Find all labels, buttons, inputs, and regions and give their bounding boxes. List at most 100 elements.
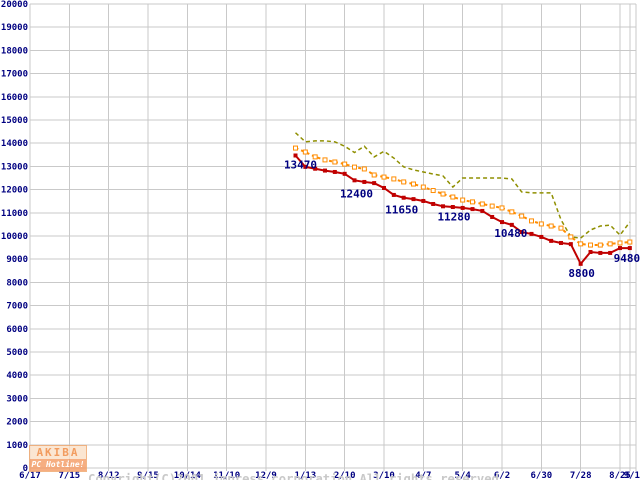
- data-point-marker: [430, 188, 436, 194]
- data-point-marker: [480, 208, 485, 213]
- y-tick-label: 18000: [1, 46, 28, 56]
- x-tick-label: 7/28: [570, 471, 592, 480]
- x-tick-label: 6/17: [19, 471, 41, 480]
- x-tick-label: 10/14: [174, 471, 202, 480]
- data-point-marker: [440, 191, 446, 197]
- data-point-marker: [411, 181, 416, 187]
- price-label: 11280: [437, 210, 470, 223]
- price-label: 13470: [284, 158, 317, 171]
- data-point-marker: [352, 178, 357, 183]
- x-tick-label: 12/9: [255, 471, 277, 480]
- y-tick-label: 14000: [1, 139, 28, 149]
- y-tick-label: 11000: [1, 209, 28, 219]
- y-tick-label: 10000: [1, 232, 28, 242]
- price-label: 10480: [494, 227, 527, 240]
- data-point-marker: [441, 204, 445, 209]
- data-point-marker: [293, 153, 298, 158]
- y-axis-labels: 0 1000 2000 3000 4000 5000 6000 7000 8000 9000 100…: [1, 0, 28, 474]
- y-tick-label: 3000: [6, 394, 28, 404]
- data-point-marker: [460, 205, 465, 210]
- y-tick-label: 6000: [6, 325, 28, 335]
- data-point-marker: [490, 214, 495, 219]
- data-point-marker: [450, 194, 456, 200]
- data-point-marker: [549, 238, 554, 243]
- y-tick-label: 12000: [1, 186, 28, 196]
- data-point-marker: [361, 166, 367, 172]
- x-tick-label: 3/10: [373, 471, 395, 480]
- data-point-marker: [322, 157, 328, 163]
- price-label: 11650: [385, 204, 418, 217]
- data-point-marker: [539, 234, 544, 239]
- x-tick-label: 2/10: [334, 471, 356, 480]
- x-tick-label: 9/15: [137, 471, 159, 480]
- x-tick-label: 11/10: [213, 471, 240, 480]
- data-point-marker: [312, 154, 318, 160]
- data-point-marker: [470, 207, 475, 212]
- x-tick-label: 8/25: [609, 471, 631, 480]
- akiba-logo: AKIBA PC Hotline!: [29, 445, 87, 472]
- data-point-marker: [313, 166, 318, 171]
- x-tick-label: 5/4: [455, 471, 472, 480]
- data-point-marker: [538, 221, 544, 227]
- data-point-marker: [588, 242, 593, 248]
- data-point-marker: [519, 213, 525, 219]
- data-point-marker: [627, 246, 632, 251]
- y-tick-label: 7000: [6, 302, 28, 312]
- data-point-marker: [431, 201, 436, 206]
- series-highest-price: [294, 132, 631, 239]
- y-tick-label: 20000: [1, 0, 28, 10]
- data-point-marker: [411, 197, 416, 202]
- data-point-marker: [578, 241, 584, 247]
- data-point-marker: [382, 185, 386, 190]
- data-point-marker: [559, 240, 563, 245]
- data-point-marker: [450, 205, 455, 209]
- price-labels: 13470 12400 11650 11280 10480 8800 9480: [284, 158, 640, 279]
- y-tick-label: 2000: [6, 418, 28, 428]
- data-point-marker: [509, 222, 514, 227]
- akiba-logo-subtitle: PC Hotline!: [30, 459, 86, 471]
- y-tick-label: 1000: [6, 441, 28, 451]
- gridlines: [29, 3, 637, 471]
- data-point-marker: [352, 164, 357, 170]
- data-point-marker: [470, 199, 475, 205]
- y-tick-label: 4000: [6, 371, 28, 381]
- akiba-logo-title: AKIBA: [30, 446, 86, 459]
- data-point-marker: [588, 250, 593, 255]
- x-tick-label: 7/15: [58, 471, 80, 480]
- data-point-marker: [371, 172, 377, 178]
- data-point-marker: [391, 192, 396, 197]
- data-point-marker: [578, 261, 583, 266]
- data-point-marker: [381, 174, 387, 180]
- x-tick-label: 6/30: [530, 471, 552, 480]
- data-point-marker: [607, 241, 613, 247]
- price-label: 9480: [614, 252, 640, 265]
- x-tick-label: 8/12: [98, 471, 120, 480]
- data-point-marker: [323, 168, 327, 173]
- data-point-marker: [420, 184, 426, 190]
- data-point-marker: [372, 181, 377, 186]
- data-point-marker: [479, 201, 485, 207]
- data-point-marker: [401, 179, 407, 185]
- data-point-marker: [529, 231, 534, 236]
- data-point-marker: [489, 203, 495, 209]
- data-point-marker: [421, 198, 426, 203]
- data-point-marker: [568, 242, 573, 247]
- data-point-marker: [500, 220, 504, 225]
- data-point-marker: [597, 242, 603, 248]
- y-tick-label: 9000: [6, 255, 28, 265]
- series-lowest-price: [293, 153, 632, 266]
- y-tick-label: 13000: [1, 162, 28, 172]
- data-point-marker: [302, 149, 308, 155]
- data-point-marker: [529, 218, 534, 224]
- data-point-marker: [342, 171, 347, 176]
- y-tick-label: 5000: [6, 348, 28, 358]
- data-point-marker: [617, 240, 623, 246]
- data-point-marker: [391, 176, 397, 182]
- data-point-marker: [342, 161, 348, 167]
- y-tick-label: 16000: [1, 93, 28, 103]
- data-point-marker: [362, 179, 367, 184]
- data-point-marker: [627, 239, 633, 245]
- y-tick-label: 17000: [1, 70, 28, 80]
- price-label: 8800: [568, 267, 595, 280]
